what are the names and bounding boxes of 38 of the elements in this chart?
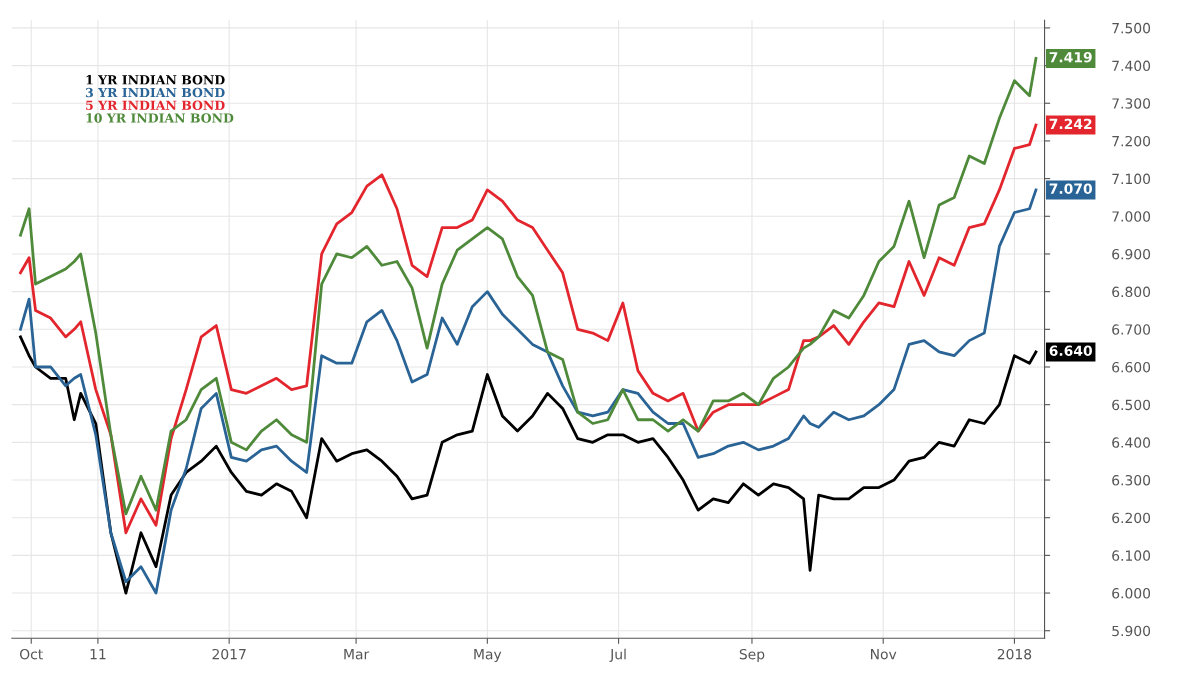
y-tick-label: 6.900 [1112, 248, 1151, 260]
y-tick-label: 6.300 [1112, 474, 1151, 486]
y-tick-label: 7.100 [1112, 173, 1151, 185]
x-tick-label: Oct [20, 648, 43, 660]
y-tick-label: 7.200 [1112, 135, 1151, 147]
x-tick-label: May [474, 649, 502, 663]
x-tick-label: 2018 [997, 648, 1032, 660]
y-tick-label: 5.900 [1112, 625, 1151, 637]
text: 3 YR INDIAN BOND [85, 87, 225, 98]
line-series [19, 335, 1038, 595]
data-label: 6.640 [1049, 345, 1092, 356]
y-tick-label: 7.000 [1112, 211, 1151, 222]
data-label: 7.242 [1049, 118, 1092, 129]
x-tick-label: Jul [609, 648, 626, 663]
y-tick-label: 6.000 [1112, 588, 1151, 599]
y-tick-label: 6.200 [1112, 512, 1151, 524]
line-series [19, 123, 1038, 535]
text: 10 YR INDIAN BOND [86, 113, 234, 123]
text: 5 YR INDIAN BOND [86, 100, 225, 110]
y-tick-label: 7.500 [1112, 22, 1151, 34]
text: 1 YR INDIAN BOND [86, 75, 225, 85]
data-label: 7.070 [1049, 183, 1092, 194]
x-tick-label: Mar [344, 649, 370, 660]
x-tick-label: 2017 [212, 648, 246, 660]
y-tick-label: 6.800 [1112, 286, 1151, 298]
y-tick-label: 7.300 [1112, 98, 1151, 109]
x-tick-label: Sep [739, 648, 765, 663]
x-tick-label: Nov [871, 649, 897, 660]
y-tick-label: 6.700 [1112, 324, 1151, 335]
y-tick-label: 6.100 [1112, 550, 1151, 561]
y-tick-label: 6.600 [1112, 361, 1151, 373]
line-series [19, 188, 1038, 595]
y-tick-label: 6.500 [1112, 399, 1151, 411]
x-tick-label: 11 [90, 649, 106, 660]
data-label: 7.419 [1049, 51, 1092, 63]
line-series [19, 57, 1038, 516]
y-tick-label: 7.400 [1112, 60, 1151, 72]
y-tick-label: 6.400 [1112, 437, 1151, 448]
